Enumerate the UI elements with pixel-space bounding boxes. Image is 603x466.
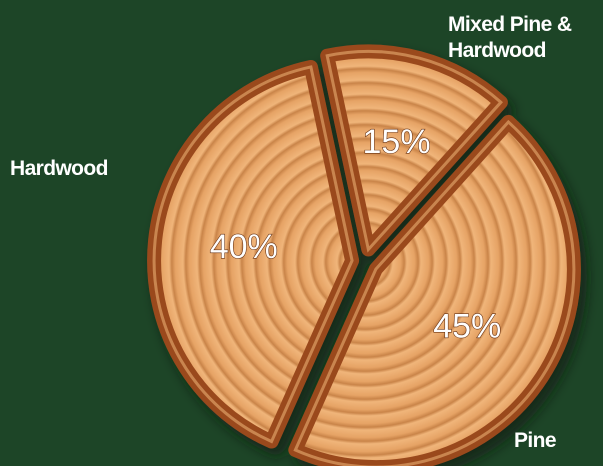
category-label: Hardwood: [10, 157, 108, 180]
value-label: 40%: [210, 228, 278, 266]
value-label: 45%: [433, 307, 501, 345]
value-label: 15%: [363, 123, 431, 161]
slice-inner-edge: [293, 119, 576, 466]
value-labels: 40% 15% 45%: [209, 123, 502, 346]
category-label: Mixed Pine & Hardwood: [448, 13, 572, 62]
slice-inner-edge: [325, 50, 503, 253]
stump: [147, 44, 581, 466]
category-label: Pine: [514, 429, 557, 452]
slice-inner-edge: [152, 65, 354, 444]
